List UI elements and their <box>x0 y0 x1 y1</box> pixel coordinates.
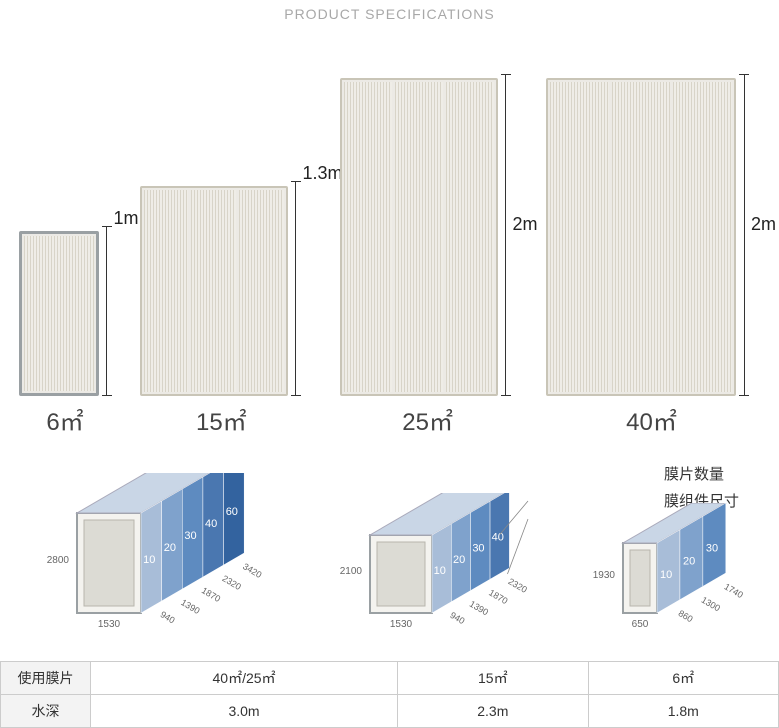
svg-text:1870: 1870 <box>487 587 509 606</box>
cell: 2.3m <box>398 695 588 728</box>
row-label: 水深 <box>1 695 91 728</box>
membrane-panel <box>140 186 288 396</box>
svg-text:1870: 1870 <box>199 585 221 604</box>
section-title: PRODUCT SPECIFICATIONS <box>0 0 779 36</box>
membrane-item: 2m <box>320 74 530 396</box>
iso-module: 10 20 30 40 2100 1530 940139018702320 <box>330 493 530 653</box>
area-label: 6㎡ <box>10 402 120 437</box>
height-label: 1.3m <box>303 163 343 184</box>
svg-text:30: 30 <box>705 542 717 554</box>
svg-text:30: 30 <box>184 530 196 542</box>
svg-text:10: 10 <box>660 569 672 581</box>
svg-text:20: 20 <box>163 542 175 554</box>
iso-module: 10 20 30 1930 650 860 13001740 <box>583 503 743 653</box>
height-bracket: 1m <box>102 226 112 396</box>
svg-text:20: 20 <box>452 554 464 566</box>
svg-text:3420: 3420 <box>241 561 263 580</box>
svg-text:1300: 1300 <box>699 595 721 614</box>
row-label: 使用膜片 <box>1 662 91 695</box>
svg-text:10: 10 <box>143 554 155 566</box>
spec-table: 使用膜片40㎡/25㎡15㎡6㎡水深3.0m2.3m1.8m <box>0 661 779 728</box>
svg-text:2320: 2320 <box>220 573 242 592</box>
cell: 6㎡ <box>588 662 778 695</box>
membrane-panel <box>546 78 736 396</box>
svg-text:10: 10 <box>433 565 445 577</box>
svg-text:2320: 2320 <box>506 576 528 595</box>
table-row: 水深3.0m2.3m1.8m <box>1 695 779 728</box>
area-label: 15㎡ <box>121 402 321 437</box>
svg-text:940: 940 <box>158 609 176 625</box>
height-label: 2m <box>751 214 776 235</box>
svg-text:2800: 2800 <box>46 555 69 566</box>
area-labels-row: 6㎡15㎡25㎡40㎡ <box>0 396 779 461</box>
svg-text:1530: 1530 <box>97 619 120 630</box>
area-label: 25㎡ <box>323 402 533 437</box>
table-row: 使用膜片40㎡/25㎡15㎡6㎡ <box>1 662 779 695</box>
page: PRODUCT SPECIFICATIONS 1m1.3m2m2m 6㎡15㎡2… <box>0 0 779 728</box>
height-bracket: 2m <box>739 74 749 396</box>
cell: 1.8m <box>588 695 778 728</box>
svg-text:650: 650 <box>631 619 648 630</box>
membrane-item: 1.3m <box>120 181 320 396</box>
isometric-row: 膜片数量 膜组件尺寸 10203040602800153094013901870… <box>0 461 779 661</box>
height-label: 2m <box>513 214 538 235</box>
membrane-panel <box>340 78 498 396</box>
membrane-size-row: 1m1.3m2m2m <box>0 36 779 396</box>
svg-text:940: 940 <box>448 610 466 626</box>
svg-text:1390: 1390 <box>467 599 489 618</box>
membrane-item: 2m <box>530 74 765 396</box>
svg-text:40: 40 <box>205 518 217 530</box>
cell: 40㎡/25㎡ <box>91 662 398 695</box>
cell: 15㎡ <box>398 662 588 695</box>
height-bracket: 2m <box>501 74 511 396</box>
svg-text:1390: 1390 <box>179 597 201 616</box>
svg-text:2100: 2100 <box>339 566 362 577</box>
svg-text:1740: 1740 <box>722 581 742 600</box>
svg-text:1530: 1530 <box>389 619 412 630</box>
svg-text:1930: 1930 <box>592 570 615 581</box>
svg-text:860: 860 <box>676 608 694 624</box>
membrane-panel <box>19 231 99 396</box>
svg-text:30: 30 <box>472 543 484 555</box>
iso-module: 10 20 30 40 60 2800 1530 9401390187023203420 <box>37 473 277 653</box>
callout-count: 膜片数量 <box>664 463 739 484</box>
membrane-item: 1m <box>10 226 120 396</box>
svg-text:20: 20 <box>682 556 694 568</box>
area-label: 40㎡ <box>534 402 769 437</box>
height-label: 1m <box>114 208 139 229</box>
svg-text:60: 60 <box>225 506 237 518</box>
svg-text:40: 40 <box>491 531 503 543</box>
cell: 3.0m <box>91 695 398 728</box>
height-bracket: 1.3m <box>291 181 301 396</box>
